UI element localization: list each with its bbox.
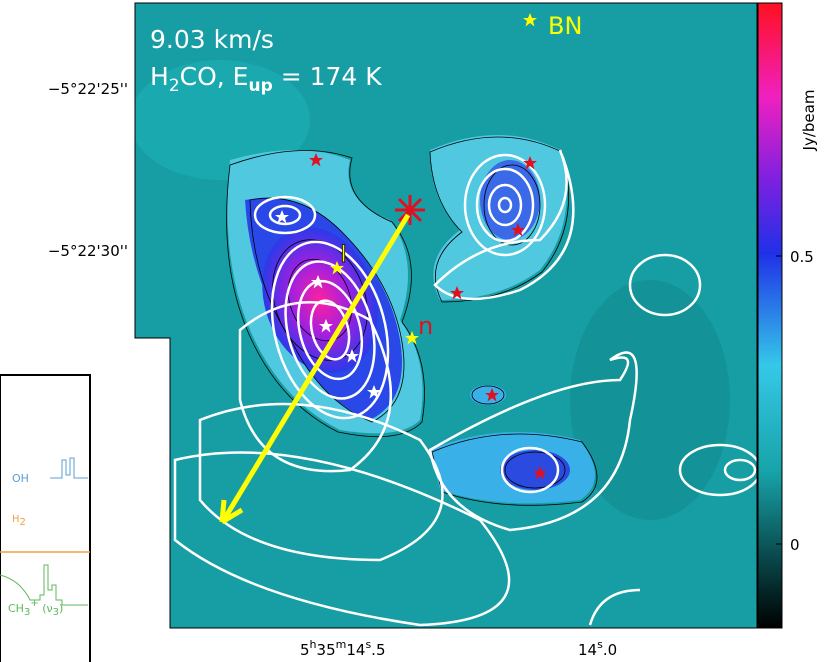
- text-part: H: [12, 514, 20, 525]
- x-tick-label: 5h35m14s.5: [300, 638, 385, 659]
- source-i-label: I: [340, 240, 347, 268]
- text-part: ): [59, 602, 63, 615]
- inset-panel: OH H2 CH3+ (ν3): [0, 375, 90, 662]
- colorbar-tick-label: 0: [790, 536, 800, 554]
- text-part: 2: [20, 517, 26, 528]
- text-part: .0: [603, 641, 617, 659]
- text-part: 14: [578, 641, 597, 659]
- source-n-label: n: [418, 312, 433, 340]
- page: {"map": { "velocity": "9.03 km/s", "line…: [0, 0, 836, 662]
- text-part: .5: [371, 641, 385, 659]
- map-image: 9.03 km/s H2CO, Eup = 174 K BN I n: [130, 3, 760, 628]
- text-part: 14: [346, 641, 365, 659]
- text-part: = 174 K: [273, 62, 383, 91]
- text-part: h: [310, 638, 317, 651]
- figure: OH H2 CH3+ (ν3): [0, 0, 836, 662]
- oh-label: OH: [12, 472, 29, 485]
- text-part: 35: [317, 641, 336, 659]
- x-tick-label: 14s.0: [578, 638, 617, 659]
- text-part: CH: [8, 602, 24, 615]
- text-part: (ν: [39, 602, 53, 615]
- text-part: CO, E: [180, 62, 249, 91]
- text-part: up: [248, 76, 272, 96]
- text-part: 2: [169, 76, 180, 96]
- y-tick-label: −5°22'25'': [48, 80, 128, 98]
- text-part: m: [336, 638, 347, 651]
- text-part: 5: [300, 641, 310, 659]
- text-part: H: [150, 62, 169, 91]
- colorbar: [758, 3, 782, 628]
- velocity-label: 9.03 km/s: [150, 25, 274, 54]
- y-tick-label: −5°22'30'': [48, 242, 128, 260]
- bn-label: BN: [548, 12, 582, 40]
- text-part: +: [30, 598, 38, 609]
- colorbar-tick-label: 0.5: [790, 248, 814, 266]
- colorbar-unit: Jy/beam: [800, 90, 818, 152]
